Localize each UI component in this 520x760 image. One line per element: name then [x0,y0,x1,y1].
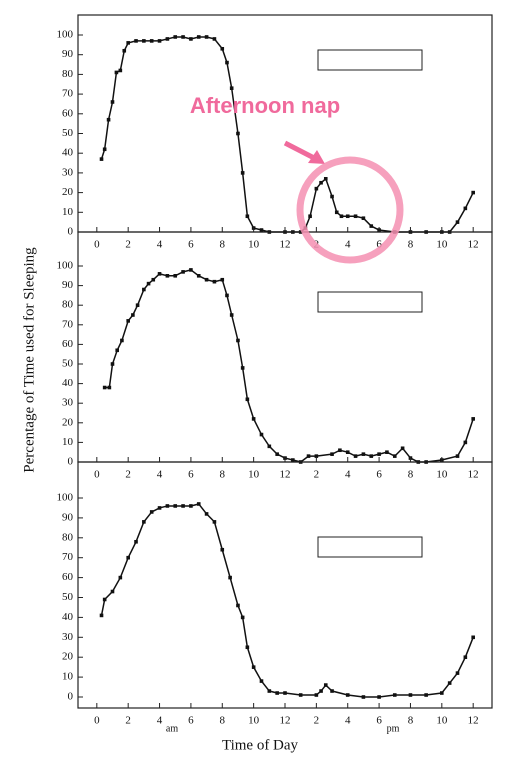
y-tick-label: 10 [62,436,74,448]
x-tick-label: 6 [376,469,382,481]
x-tick-label: 4 [345,469,351,481]
y-tick-label: 40 [62,147,74,159]
y-tick-label: 90 [62,48,74,60]
y-tick-label: 80 [62,531,74,543]
y-tick-label: 70 [62,318,74,330]
x-tick-label: 10 [436,469,448,481]
y-tick-label: 90 [62,511,74,523]
data-point [99,613,104,618]
x-tick-label: 6 [188,715,194,727]
x-tick-label: 10 [248,469,260,481]
x-tick-label: 12 [280,239,291,251]
annotation: Afternoon nap [190,93,340,118]
x-tick-label: 6 [376,715,382,727]
am-label: am [166,723,178,734]
x-tick-label: 6 [188,239,194,251]
x-tick-label: 0 [94,239,100,251]
x-tick-label: 10 [436,239,448,251]
y-tick-label: 10 [62,671,74,683]
legend-box [317,536,423,558]
y-tick-label: 10 [62,206,74,218]
y-tick-label: 20 [62,651,74,663]
x-tick-label: 2 [125,715,131,727]
x-tick-label: 8 [408,239,414,251]
y-tick-label: 60 [62,571,74,583]
legend-box [317,291,423,313]
x-tick-label: 12 [468,239,479,251]
x-tick-label: 12 [468,469,479,481]
y-tick-label: 20 [62,186,74,198]
y-tick-label: 30 [62,166,74,178]
y-tick-label: 100 [57,492,74,504]
x-tick-label: 8 [220,715,226,727]
annotation-highlight [283,140,404,264]
x-tick-label: 8 [408,469,414,481]
y-tick-label: 80 [62,68,74,80]
x-tick-label: 2 [125,239,131,251]
plot-frame [77,231,493,463]
data-line [100,36,474,233]
y-tick-label: 50 [62,591,74,603]
y-tick-label: 90 [62,279,74,291]
data-line [104,269,474,463]
x-tick-label: 2 [314,469,320,481]
data-point [99,157,104,161]
y-tick-label: 0 [68,226,74,238]
x-tick-label: 4 [345,239,351,251]
y-tick-label: 0 [68,691,74,703]
y-tick-label: 30 [62,397,74,409]
y-tick-label: 100 [57,29,74,41]
x-tick-label: 12 [468,715,479,727]
y-tick-label: 50 [62,358,74,370]
y-tick-label: 70 [62,88,74,100]
y-tick-label: 80 [62,299,74,311]
x-tick-label: 2 [314,715,320,727]
y-tick-label: 20 [62,416,74,428]
x-tick-label: 8 [220,469,226,481]
y-axis-label: Percentage of Time used for Sleeping [21,247,37,473]
x-tick-label: 4 [345,715,351,727]
plot-frame [77,461,493,709]
x-tick-label: 10 [436,715,448,727]
x-tick-label: 8 [408,715,414,727]
data-line [100,503,474,698]
y-tick-label: 0 [68,456,74,468]
plot-frame [77,14,493,233]
x-tick-label: 10 [248,239,260,251]
x-axis-label: Time of Day [222,737,299,753]
x-tick-label: 0 [94,715,100,727]
y-tick-label: 60 [62,338,74,350]
x-tick-label: 6 [376,239,382,251]
x-tick-label: 6 [188,469,194,481]
x-tick-label: 0 [94,469,100,481]
legend-box [317,49,423,71]
y-tick-label: 40 [62,611,74,623]
x-tick-label: 10 [248,715,260,727]
y-tick-label: 30 [62,631,74,643]
y-tick-label: 100 [57,260,74,272]
pm-label: pm [387,723,400,734]
x-tick-label: 4 [157,715,163,727]
x-tick-label: 8 [220,239,226,251]
x-tick-label: 4 [157,469,163,481]
x-tick-label: 12 [280,715,291,727]
y-tick-label: 40 [62,377,74,389]
x-tick-label: 4 [157,239,163,251]
x-tick-label: 2 [125,469,131,481]
y-tick-label: 60 [62,107,74,119]
y-tick-label: 50 [62,127,74,139]
y-tick-label: 70 [62,551,74,563]
x-tick-label: 12 [280,469,291,481]
